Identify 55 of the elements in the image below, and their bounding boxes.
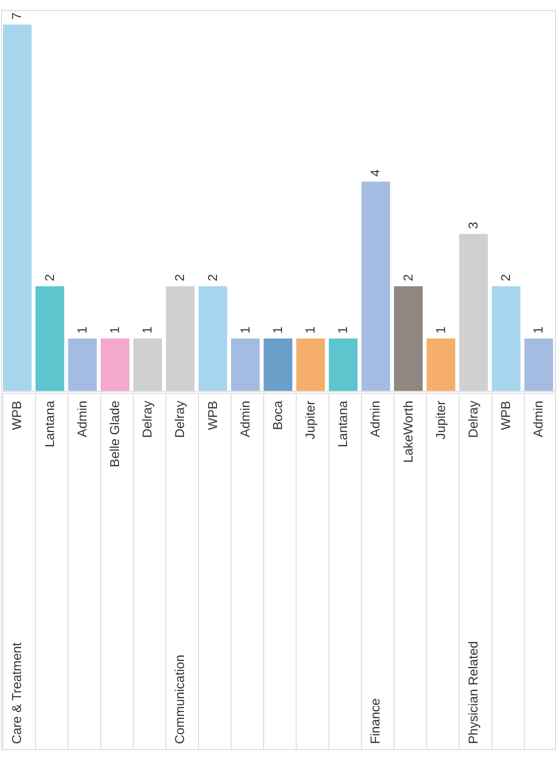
data-label: 4 bbox=[368, 169, 383, 177]
text: Physician Related bbox=[465, 641, 480, 744]
data-label: 1 bbox=[530, 326, 546, 334]
data-label: 1 bbox=[302, 326, 318, 334]
data-label: 2 bbox=[204, 274, 220, 282]
data-label: 3 bbox=[465, 222, 480, 229]
data-label: 2 bbox=[172, 274, 188, 282]
bar bbox=[264, 338, 292, 391]
x-tick-label: Lantana bbox=[335, 400, 350, 448]
x-tick-label: WPB bbox=[498, 400, 514, 430]
bar bbox=[459, 234, 488, 391]
bar bbox=[100, 338, 130, 391]
x-tick-label: Admin bbox=[368, 400, 383, 438]
x-tick-label: Jupiter bbox=[302, 400, 318, 440]
data-label: 1 bbox=[140, 326, 155, 334]
bar bbox=[328, 338, 358, 391]
data-label: 7 bbox=[9, 12, 24, 20]
x-tick-label: Delray bbox=[465, 400, 480, 438]
x-tick-label: WPB bbox=[204, 400, 220, 430]
bar bbox=[36, 286, 64, 391]
bar bbox=[296, 338, 325, 391]
x-tick-label: Jupiter bbox=[432, 400, 448, 440]
x-tick-label: Belle Glade bbox=[107, 400, 122, 468]
x-tick-label: Admin bbox=[237, 400, 252, 438]
x-tick-label: Lantana bbox=[42, 400, 57, 448]
data-label: 1 bbox=[335, 326, 350, 334]
x-tick-label: Boca bbox=[270, 400, 285, 430]
x-tick-label: Admin bbox=[74, 400, 90, 438]
x-tick-label: Delray bbox=[140, 400, 155, 438]
bar bbox=[133, 338, 162, 391]
bar bbox=[524, 338, 554, 391]
text: Finance bbox=[368, 698, 383, 744]
x-tick-label: Delray bbox=[172, 400, 188, 438]
x-tick-label: WPB bbox=[9, 400, 24, 430]
bar bbox=[492, 286, 520, 391]
data-label: 2 bbox=[400, 274, 416, 282]
data-label: 1 bbox=[74, 326, 90, 334]
bar bbox=[361, 182, 390, 391]
bar bbox=[2, 24, 32, 391]
bar bbox=[166, 286, 195, 391]
data-label: 1 bbox=[270, 326, 285, 334]
bar bbox=[68, 338, 97, 391]
bar bbox=[394, 286, 423, 391]
x-tick-label: Admin bbox=[530, 400, 546, 438]
bar bbox=[198, 286, 228, 391]
data-label: 1 bbox=[237, 326, 252, 334]
text: Communication bbox=[172, 654, 188, 744]
data-label: 2 bbox=[498, 274, 514, 282]
text: Care & Treatment bbox=[9, 642, 24, 744]
data-label: 2 bbox=[42, 274, 57, 282]
x-tick-label: LakeWorth bbox=[400, 400, 416, 463]
data-label: 1 bbox=[432, 326, 448, 334]
bar bbox=[231, 338, 260, 391]
bar bbox=[426, 338, 456, 391]
data-label: 1 bbox=[107, 326, 122, 334]
